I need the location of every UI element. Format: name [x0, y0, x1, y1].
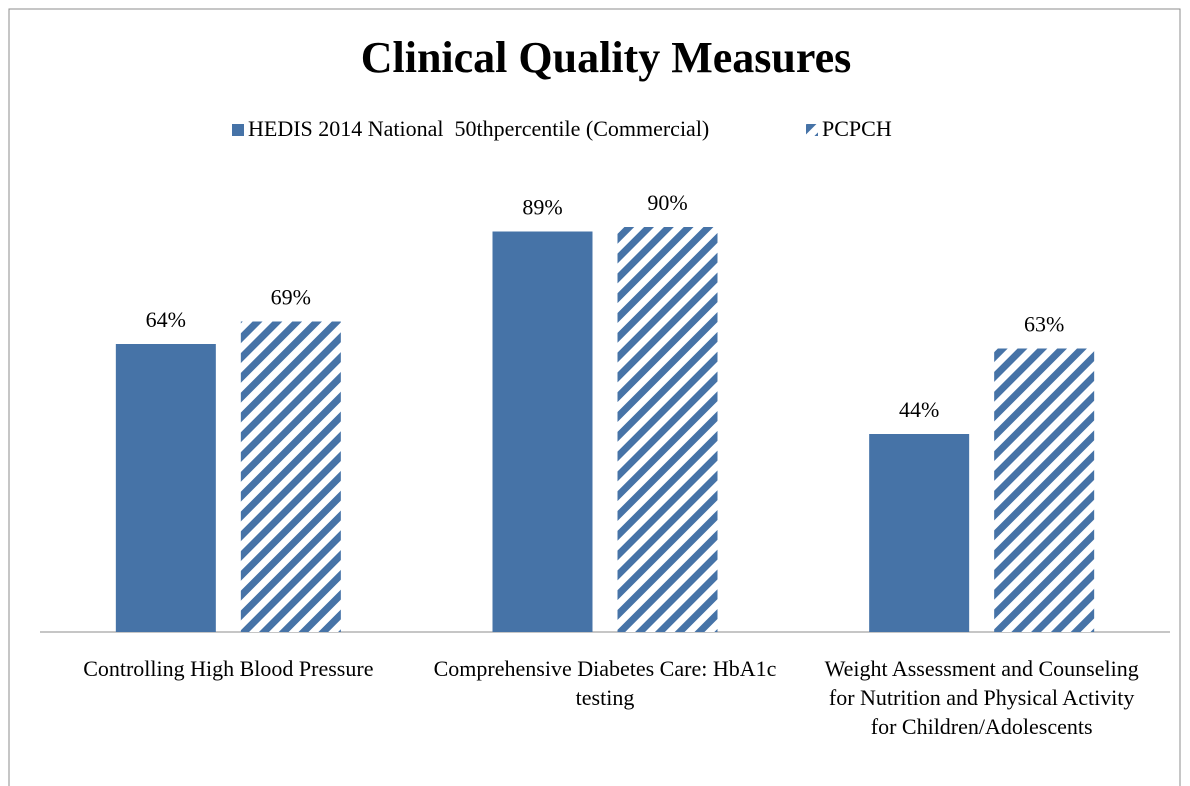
- chart-title: Clinical Quality Measures: [361, 33, 852, 82]
- x-tick-label: Weight Assessment and Counseling for Nut…: [824, 656, 1139, 739]
- data-label: 44%: [899, 397, 939, 422]
- data-label: 63%: [1024, 312, 1064, 337]
- bar: [240, 321, 341, 632]
- chart-border: [8, 8, 1181, 786]
- data-label: 90%: [647, 190, 687, 215]
- bar: [869, 434, 970, 632]
- legend-swatch: [232, 124, 244, 136]
- bar: [994, 348, 1095, 632]
- legend-label: HEDIS 2014 National 50thpercentile (Comm…: [248, 116, 709, 141]
- legend-label: PCPCH: [822, 116, 892, 141]
- legend-swatch: [806, 124, 818, 136]
- x-tick-label: Comprehensive Diabetes Care: HbA1c testi…: [433, 656, 777, 710]
- data-label: 89%: [522, 195, 562, 220]
- x-tick-label: Controlling High Blood Pressure: [83, 656, 374, 681]
- bar: [492, 231, 593, 632]
- data-label: 69%: [271, 285, 311, 310]
- bar: [115, 344, 216, 632]
- bar: [617, 227, 718, 632]
- data-label: 64%: [146, 307, 186, 332]
